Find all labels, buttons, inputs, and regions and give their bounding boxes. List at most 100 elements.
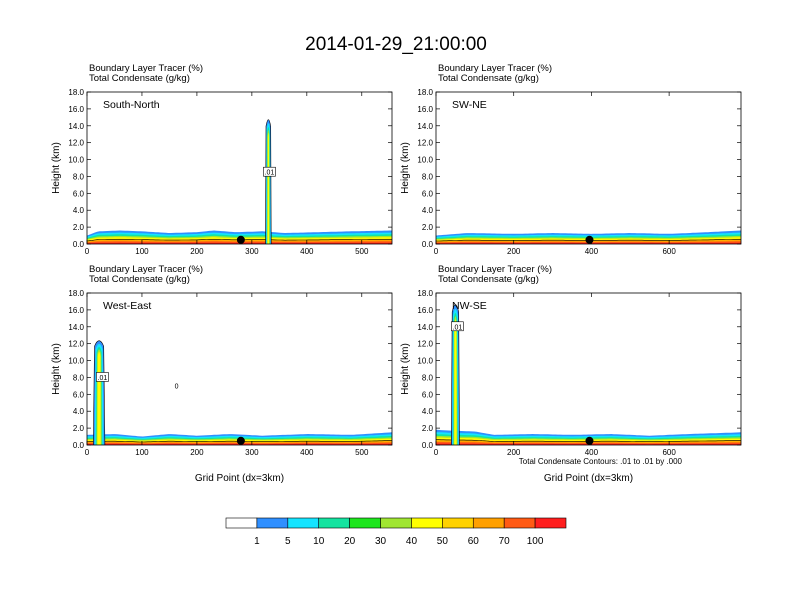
x-tick-label: 400 — [585, 448, 599, 457]
y-tick-label: 12.0 — [417, 340, 433, 349]
y-tick-label: 4.0 — [73, 206, 85, 215]
panel-header-line: Boundary Layer Tracer (%) — [89, 63, 203, 74]
plume-contour — [265, 119, 272, 245]
colorbar: 1 5 10 20 30 40 50 60 70 100 — [225, 517, 567, 547]
panel-label: NW-SE — [452, 300, 487, 312]
y-tick-label: 6.0 — [73, 390, 85, 399]
colorbar-segment — [225, 517, 258, 529]
colorbar-label: 5 — [285, 536, 291, 547]
contour-note: Total Condensate Contours: .01 to .01 by… — [519, 457, 683, 466]
y-tick-label: 16.0 — [417, 306, 433, 315]
y-tick-label: 18.0 — [417, 289, 433, 298]
panel-label: South-North — [103, 99, 160, 111]
x-axis-label: Grid Point (dx=3km) — [195, 473, 284, 484]
x-tick-label: 400 — [585, 247, 599, 256]
colorbar-segment — [349, 517, 381, 529]
y-tick-label: 8.0 — [73, 373, 85, 382]
plume-contour — [93, 340, 106, 446]
colorbar-label: 40 — [406, 536, 418, 547]
colorbar-label: 70 — [499, 536, 511, 547]
y-tick-label: 14.0 — [68, 323, 84, 332]
y-tick-label: 12.0 — [68, 139, 84, 148]
x-tick-label: 300 — [245, 448, 259, 457]
colorbar-segment — [411, 517, 443, 529]
x-tick-label: 200 — [507, 247, 521, 256]
y-tick-label: 6.0 — [422, 189, 434, 198]
y-tick-label: 14.0 — [68, 122, 84, 131]
plume-band — [97, 351, 101, 445]
x-tick-label: 100 — [135, 247, 149, 256]
y-axis-label: Height (km) — [400, 142, 411, 194]
y-tick-label: 0.0 — [422, 441, 434, 450]
y-tick-label: 6.0 — [73, 189, 85, 198]
y-tick-label: 8.0 — [422, 172, 434, 181]
y-tick-label: 0.0 — [73, 441, 85, 450]
x-tick-label: 0 — [85, 448, 90, 457]
y-tick-label: 16.0 — [68, 306, 84, 315]
panel-header-line: Total Condensate (g/kg) — [89, 274, 190, 285]
contour-label: .01 — [98, 375, 108, 382]
y-axis-label: Height (km) — [51, 343, 62, 395]
y-tick-label: 10.0 — [417, 357, 433, 366]
colorbar-label: 20 — [344, 536, 356, 547]
colorbar-segment — [442, 517, 474, 529]
panel-header-line: Boundary Layer Tracer (%) — [438, 264, 552, 275]
contour-label: 0 — [175, 383, 179, 390]
x-tick-label: 600 — [662, 448, 676, 457]
colorbar-segment — [318, 517, 350, 529]
x-tick-label: 0 — [85, 247, 90, 256]
y-tick-label: 10.0 — [417, 156, 433, 165]
y-tick-label: 4.0 — [422, 206, 434, 215]
colorbar-label: 30 — [375, 536, 387, 547]
y-tick-label: 16.0 — [68, 105, 84, 114]
x-tick-label: 400 — [300, 448, 314, 457]
x-tick-label: 600 — [662, 247, 676, 256]
y-tick-label: 18.0 — [417, 88, 433, 97]
panel-nw-se: Boundary Layer Tracer (%) Total Condensat… — [400, 264, 742, 484]
y-tick-label: 14.0 — [417, 323, 433, 332]
plume-contour — [451, 304, 460, 446]
x-tick-label: 200 — [190, 247, 204, 256]
contour-label-box — [263, 166, 276, 177]
y-tick-label: 8.0 — [422, 373, 434, 382]
y-axis-label: Height (km) — [400, 343, 411, 395]
location-marker — [585, 436, 594, 445]
y-tick-label: 18.0 — [68, 289, 84, 298]
y-tick-label: 4.0 — [73, 407, 85, 416]
colorbar-segment — [503, 517, 536, 529]
x-tick-label: 0 — [434, 247, 439, 256]
panel-header-line: Boundary Layer Tracer (%) — [438, 63, 552, 74]
panel-header-line: Boundary Layer Tracer (%) — [89, 264, 203, 275]
colorbar-segment — [287, 517, 320, 529]
plot-frame — [435, 91, 742, 245]
colorbar-segment — [256, 517, 289, 529]
x-tick-label: 500 — [355, 247, 369, 256]
y-tick-label: 12.0 — [68, 340, 84, 349]
y-tick-label: 2.0 — [73, 223, 85, 232]
x-tick-label: 0 — [434, 448, 439, 457]
contour-label-box — [451, 321, 464, 332]
x-tick-label: 300 — [245, 247, 259, 256]
y-tick-label: 2.0 — [73, 424, 85, 433]
panel-south-north: Boundary Layer Tracer (%)Total Condensat… — [51, 63, 393, 256]
y-tick-label: 0.0 — [422, 240, 434, 249]
colorbar-segment — [380, 517, 412, 529]
panel-sw-ne: Boundary Layer Tracer (%)Total Condensat… — [400, 63, 742, 256]
y-tick-label: 2.0 — [422, 223, 434, 232]
location-marker — [236, 235, 245, 244]
colorbar-label: 100 — [527, 536, 544, 547]
y-tick-label: 16.0 — [417, 105, 433, 114]
panels-group: Boundary Layer Tracer (%)Total Condensat… — [51, 63, 742, 484]
plot-frame — [86, 292, 393, 446]
x-tick-label: 100 — [135, 448, 149, 457]
colorbar-segment — [534, 517, 567, 529]
x-tick-label: 200 — [190, 448, 204, 457]
contour-label-box — [96, 372, 109, 382]
colorbar-label: 60 — [468, 536, 480, 547]
colorbar-label: 50 — [437, 536, 449, 547]
x-tick-label: 200 — [507, 448, 521, 457]
y-tick-label: 14.0 — [417, 122, 433, 131]
y-tick-label: 2.0 — [422, 424, 434, 433]
y-tick-label: 12.0 — [417, 139, 433, 148]
